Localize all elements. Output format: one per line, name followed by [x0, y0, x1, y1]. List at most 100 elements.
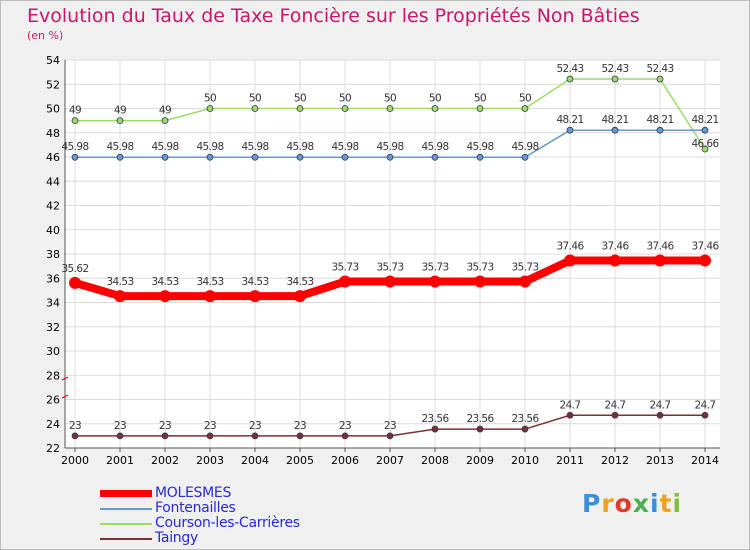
- data-label: 46.66: [691, 138, 719, 150]
- y-tick-label: 54: [46, 54, 60, 67]
- data-label: 24.7: [695, 399, 716, 411]
- data-label: 23: [294, 420, 306, 432]
- data-label: 23: [249, 420, 261, 432]
- chart-title: Evolution du Taux de Taxe Foncière sur l…: [27, 5, 640, 27]
- chart-subtitle: (en %): [27, 29, 64, 42]
- data-label: 23.56: [466, 413, 494, 425]
- data-label: 45.98: [61, 141, 88, 153]
- data-label: 45.98: [106, 141, 133, 153]
- data-label: 48.21: [601, 114, 628, 126]
- data-point: [474, 275, 486, 288]
- data-label: 35.73: [466, 262, 493, 274]
- data-point: [159, 290, 171, 303]
- proxiti-logo: Proxiti: [582, 489, 682, 518]
- data-point: [206, 153, 214, 161]
- data-label: 50: [429, 93, 441, 105]
- x-tick-label: 2004: [241, 454, 269, 467]
- data-label: 45.98: [241, 141, 268, 153]
- y-tick-label: 24: [46, 418, 60, 431]
- legend-label: Fontenailles: [155, 500, 236, 516]
- legend-swatch: [100, 508, 152, 510]
- data-label: 23.56: [421, 413, 449, 425]
- data-label: 23: [114, 420, 126, 432]
- data-point: [656, 126, 664, 134]
- data-point: [341, 105, 349, 112]
- x-tick-label: 2009: [466, 454, 494, 467]
- y-tick-label: 48: [46, 127, 60, 140]
- x-tick-label: 2010: [511, 454, 539, 467]
- data-point: [566, 411, 574, 419]
- data-point: [609, 254, 621, 267]
- data-point: [566, 126, 574, 134]
- x-tick-label: 2008: [421, 454, 449, 467]
- data-point: [701, 411, 709, 419]
- logo-letter: o: [614, 489, 633, 518]
- logo-letter: x: [632, 489, 650, 518]
- data-point: [249, 290, 261, 303]
- x-tick-label: 2005: [286, 454, 314, 467]
- data-point: [116, 153, 124, 161]
- data-point: [386, 153, 394, 161]
- x-tick-label: 2003: [196, 454, 224, 467]
- data-point: [611, 75, 619, 83]
- data-label: 34.53: [286, 276, 313, 288]
- data-label: 23: [339, 420, 351, 432]
- data-label: 45.98: [376, 141, 403, 153]
- legend-label: MOLESMES: [155, 485, 232, 501]
- data-point: [71, 432, 79, 440]
- series-lines: [69, 75, 711, 440]
- y-tick-label: 42: [46, 200, 60, 213]
- data-point: [431, 153, 439, 161]
- data-label: 24.7: [560, 399, 581, 411]
- data-label: 45.98: [331, 141, 358, 153]
- data-point: [611, 411, 619, 419]
- data-point: [341, 153, 349, 161]
- data-label: 23: [69, 420, 81, 432]
- data-label: 45.98: [151, 141, 178, 153]
- data-point: [519, 275, 531, 288]
- y-tick-label: 32: [46, 321, 60, 334]
- legend-swatch: [100, 490, 152, 497]
- data-labels: 35.62 34.53 34.53 34.53 34.53 34.53 35.73 35.73…: [61, 63, 720, 432]
- data-label: 50: [339, 93, 351, 105]
- data-label: 45.98: [421, 141, 448, 153]
- y-tick-label: 34: [46, 297, 60, 310]
- data-point: [699, 254, 711, 267]
- data-point: [566, 75, 574, 83]
- data-point: [204, 290, 216, 303]
- legend-swatch: [100, 538, 152, 540]
- data-label: 45.98: [286, 141, 313, 153]
- data-point: [296, 153, 304, 161]
- data-point: [69, 276, 81, 289]
- data-point: [521, 105, 529, 112]
- data-label: 37.46: [601, 241, 629, 253]
- data-label: 50: [204, 93, 216, 105]
- data-point: [161, 432, 169, 440]
- data-label: 35.73: [511, 262, 538, 274]
- data-label: 37.46: [556, 241, 584, 253]
- x-tick-label: 2012: [601, 454, 629, 467]
- data-label: 49: [114, 105, 126, 117]
- data-label: 37.46: [691, 241, 719, 253]
- axes: 22 24 26 28 30 32 34 36 38 40 42 44 46 48 50 52 54 2000 20…: [46, 54, 720, 467]
- data-point: [161, 117, 169, 125]
- data-label: 35.73: [331, 262, 358, 274]
- data-point: [431, 105, 439, 112]
- data-point: [251, 105, 259, 112]
- legend-swatch: [100, 523, 152, 525]
- data-point: [296, 432, 304, 440]
- data-point: [384, 275, 396, 288]
- data-label: 24.7: [650, 399, 671, 411]
- data-point: [206, 432, 214, 440]
- data-label: 37.46: [646, 241, 674, 253]
- data-label: 34.53: [241, 276, 268, 288]
- data-label: 35.73: [376, 262, 403, 274]
- data-label: 50: [519, 93, 531, 105]
- y-tick-label: 50: [46, 103, 60, 116]
- data-point: [521, 425, 529, 433]
- data-label: 52.43: [601, 63, 628, 75]
- data-label: 35.73: [421, 262, 448, 274]
- x-tick-label: 2013: [646, 454, 674, 467]
- y-tick-label: 28: [46, 369, 60, 382]
- data-point: [341, 432, 349, 440]
